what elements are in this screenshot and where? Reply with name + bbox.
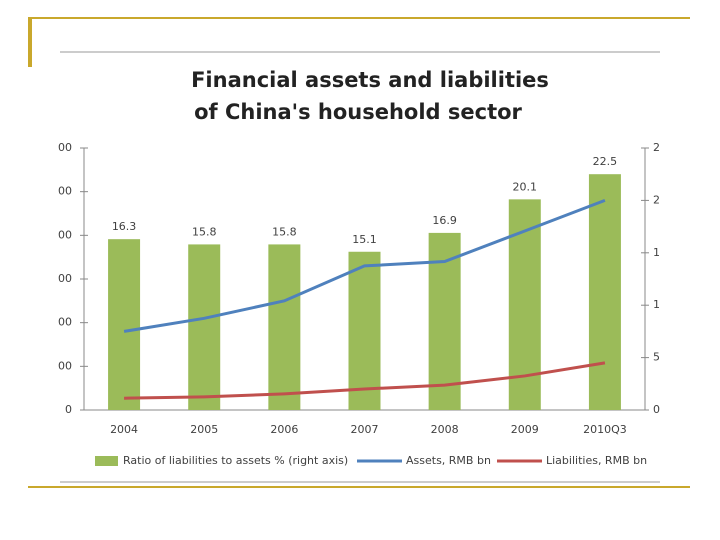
data-label: 16.9	[432, 214, 457, 227]
data-label: 15.1	[352, 233, 377, 246]
y2-tick-label: 2	[653, 193, 660, 206]
y-tick-label: 0	[65, 403, 72, 416]
y2-tick-label: 5	[653, 351, 660, 364]
line	[124, 361, 606, 400]
y-tick-label: 00	[58, 359, 72, 372]
legend-swatch	[95, 456, 118, 466]
y-tick-label: 00	[58, 316, 72, 329]
x-tick-label: 2009	[511, 423, 539, 436]
x-tick-label: 2008	[431, 423, 459, 436]
data-label: 22.5	[593, 155, 618, 168]
x-tick-label: 2007	[351, 423, 379, 436]
y2-tick-label: 1	[653, 246, 660, 259]
data-label: 16.3	[112, 220, 137, 233]
y-tick-label: 00	[58, 272, 72, 285]
x-tick-label: 2006	[270, 423, 298, 436]
chart-title: Financial assets and liabilities	[191, 68, 549, 92]
data-label: 20.1	[513, 180, 538, 193]
y2-tick-label: 1	[653, 298, 660, 311]
y-tick-label: 00	[58, 185, 72, 198]
data-label: 15.8	[192, 225, 217, 238]
bar	[348, 251, 381, 410]
bar	[108, 239, 141, 410]
x-tick-label: 2004	[110, 423, 138, 436]
bar	[268, 244, 301, 410]
line	[123, 198, 606, 333]
legend-label: Ratio of liabilities to assets % (right …	[123, 454, 348, 467]
legend-label: Liabilities, RMB bn	[546, 454, 647, 467]
x-tick-label: 2010Q3	[583, 423, 627, 436]
chart-subtitle: of China's household sector	[194, 100, 522, 124]
data-label: 15.8	[272, 225, 297, 238]
y-tick-label: 00	[58, 228, 72, 241]
legend-label: Assets, RMB bn	[406, 454, 491, 467]
y2-tick-label: 0	[653, 403, 660, 416]
y2-tick-label: 2	[653, 141, 660, 154]
bar	[188, 244, 221, 410]
slide-accent	[28, 17, 32, 67]
x-tick-label: 2005	[190, 423, 218, 436]
y-tick-label: 00	[58, 141, 72, 154]
bar	[588, 174, 621, 410]
